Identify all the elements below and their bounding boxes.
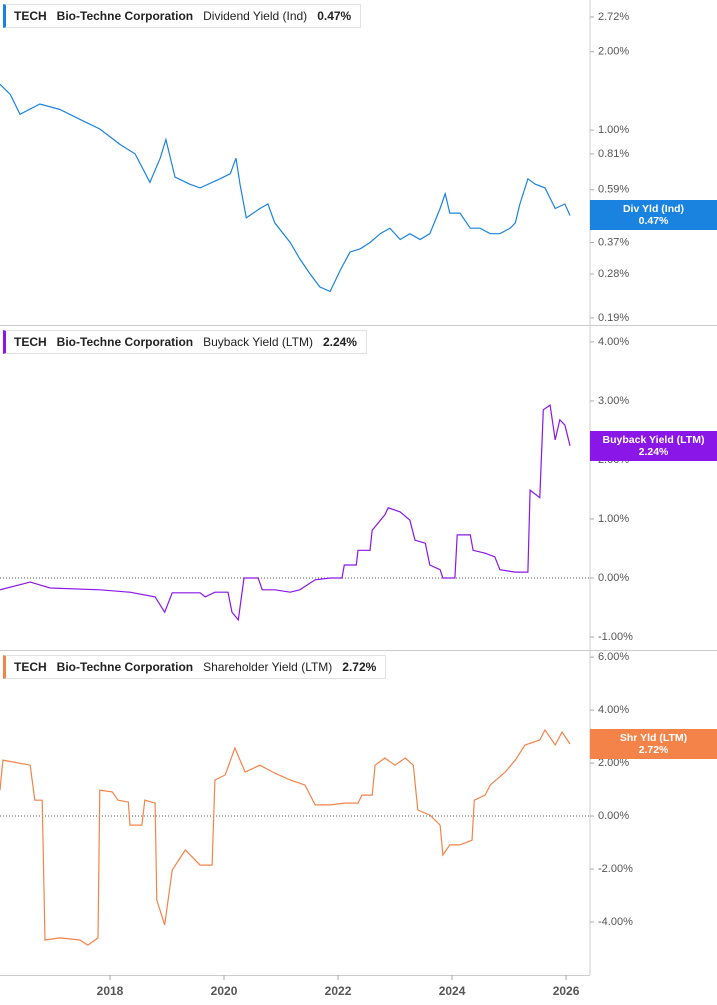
y-tick-label: -4.00%: [598, 916, 633, 928]
metric-name: Buyback Yield (LTM): [203, 335, 313, 349]
company-name: Bio-Techne Corporation: [56, 9, 194, 23]
y-tick-label: 6.00%: [598, 651, 629, 663]
y-tick-label: 4.00%: [598, 336, 629, 348]
y-tick-label: 4.00%: [598, 704, 629, 716]
chart-header: TECH Bio-Techne Corporation Dividend Yield…: [3, 4, 362, 28]
value-badge: Shr Yld (LTM) 2.72%: [590, 728, 717, 759]
y-tick-label: 2.72%: [598, 11, 629, 23]
series-line: [0, 83, 571, 293]
y-tick-label: 0.59%: [598, 184, 629, 196]
metric-name: Shareholder Yield (LTM): [203, 660, 333, 674]
current-value: 2.72%: [342, 660, 377, 674]
y-tick-label: 0.19%: [598, 312, 629, 324]
badge-label: Div Yld (Ind): [622, 203, 685, 216]
x-tick-label: 2026: [553, 984, 580, 998]
series-line: [0, 728, 571, 946]
badge-label: Buyback Yield (LTM): [602, 433, 705, 446]
x-tick-label: 2018: [97, 984, 124, 998]
y-tick-label: -1.00%: [598, 631, 633, 643]
y-tick-label: 3.00%: [598, 395, 629, 407]
value-badge: Div Yld (Ind) 0.47%: [590, 200, 717, 231]
badge-value: 2.24%: [638, 445, 669, 458]
y-tick-label: 1.00%: [598, 124, 629, 136]
ticker: TECH: [14, 335, 47, 349]
y-tick-label: 0.28%: [598, 268, 629, 280]
x-tick-label: 2022: [325, 984, 352, 998]
y-tick-label: 0.00%: [598, 810, 629, 822]
y-tick-label: 1.00%: [598, 513, 629, 525]
value-badge: Buyback Yield (LTM) 2.24%: [590, 430, 717, 461]
y-tick-label: 2.00%: [598, 757, 629, 769]
ticker: TECH: [14, 9, 47, 23]
ticker: TECH: [14, 660, 47, 674]
y-tick-label: 0.81%: [598, 148, 629, 160]
x-tick-label: 2020: [211, 984, 238, 998]
chart-header: TECH Bio-Techne Corporation Shareholder Yi…: [3, 655, 387, 679]
company-name: Bio-Techne Corporation: [56, 660, 194, 674]
series-line: [0, 404, 571, 622]
x-tick-label: 2024: [439, 984, 466, 998]
y-tick-label: 0.00%: [598, 572, 629, 584]
company-name: Bio-Techne Corporation: [56, 335, 194, 349]
metric-name: Dividend Yield (Ind): [203, 9, 308, 23]
badge-value: 2.72%: [638, 743, 669, 756]
y-tick-label: -2.00%: [598, 863, 633, 875]
badge-value: 0.47%: [638, 215, 669, 228]
current-value: 0.47%: [317, 9, 352, 23]
y-tick-label: 2.00%: [598, 46, 629, 58]
badge-label: Shr Yld (LTM): [619, 731, 688, 744]
y-tick-label: 0.37%: [598, 236, 629, 248]
chart-header: TECH Bio-Techne Corporation Buyback Yield …: [3, 330, 367, 354]
current-value: 2.24%: [322, 335, 357, 349]
